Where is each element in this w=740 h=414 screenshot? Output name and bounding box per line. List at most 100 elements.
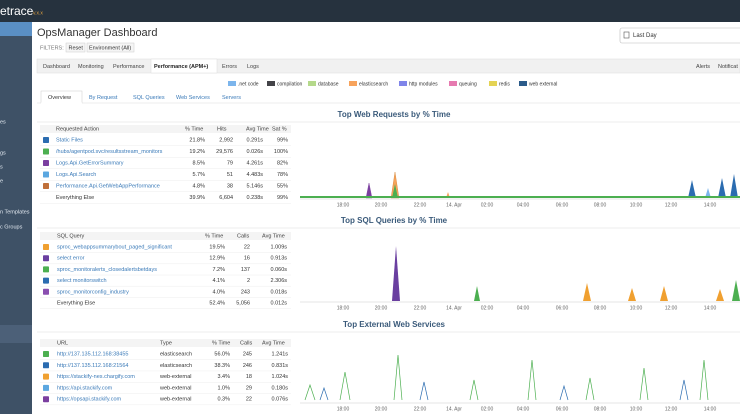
row-name[interactable]: Performance.Api.GetWebAppPerformance bbox=[56, 183, 160, 189]
sidebar-item[interactable]: es bbox=[0, 119, 6, 125]
subtab[interactable]: Web Services bbox=[176, 95, 210, 101]
legend-swatch bbox=[399, 81, 407, 86]
subtab[interactable]: Overview bbox=[48, 95, 71, 101]
row-name[interactable]: select error bbox=[57, 256, 85, 262]
x-axis-label: 02:00 bbox=[481, 202, 494, 208]
row-name[interactable]: http://137.135.112.168:21564 bbox=[57, 363, 128, 369]
row-name[interactable]: sproc_webappsummarybout_paged_significan… bbox=[57, 244, 172, 250]
sidebar-item[interactable]: n Templates bbox=[0, 209, 30, 215]
column-header: % Time bbox=[185, 126, 203, 132]
tab[interactable]: Notificat bbox=[718, 64, 738, 70]
row-name[interactable]: Logs.Api.GetErrorSummary bbox=[56, 160, 124, 166]
row-name[interactable]: /hubs/agentpod.svc/resultsstream_monitor… bbox=[56, 149, 163, 155]
row-checkbox[interactable] bbox=[43, 351, 49, 357]
row-cell: 22 bbox=[244, 244, 250, 250]
row-cell: 21.8% bbox=[189, 137, 205, 143]
row-name[interactable]: sproc_monitoralerts_closedalertsbetdays bbox=[57, 267, 157, 273]
spike-lines bbox=[304, 354, 709, 401]
sidebar-item[interactable]: s bbox=[0, 164, 3, 170]
x-axis-label: 20:00 bbox=[375, 305, 388, 311]
subtab[interactable]: Servers bbox=[222, 95, 241, 101]
row-cell: 4.0% bbox=[212, 289, 225, 295]
tab[interactable]: Logs bbox=[247, 64, 259, 70]
row-cell: 56.0% bbox=[214, 351, 230, 357]
tab[interactable]: Dashboard bbox=[43, 64, 70, 70]
row-checkbox[interactable] bbox=[43, 244, 49, 250]
row-checkbox[interactable] bbox=[43, 362, 49, 369]
row-cell: 0.238s bbox=[246, 195, 263, 201]
x-axis-label: 04:00 bbox=[517, 406, 530, 412]
row-name[interactable]: https://api.stackify.com bbox=[57, 385, 113, 391]
sidebar-item[interactable]: c Groups bbox=[0, 224, 23, 230]
spike bbox=[583, 283, 591, 301]
row-checkbox[interactable] bbox=[43, 396, 49, 403]
row-name[interactable]: sproc_monitorconfig_industry bbox=[57, 289, 129, 295]
x-axis-label: 14:00 bbox=[704, 202, 717, 208]
tab[interactable]: Monitoring bbox=[78, 64, 104, 70]
active-tab[interactable] bbox=[150, 58, 218, 74]
x-axis-label: 02:00 bbox=[481, 305, 494, 311]
table-header-bg bbox=[40, 339, 291, 347]
sidebar-item[interactable] bbox=[0, 325, 32, 343]
row-cell: 0.060s bbox=[270, 267, 287, 273]
date-picker[interactable] bbox=[619, 27, 740, 44]
row-checkbox[interactable] bbox=[43, 183, 49, 189]
row-name[interactable]: Logs.Api.Search bbox=[56, 172, 96, 178]
environment-filter[interactable] bbox=[86, 42, 135, 53]
sidebar-item[interactable]: gs bbox=[0, 150, 6, 156]
row-cell: 39.9% bbox=[189, 195, 205, 201]
row-cell: 29 bbox=[246, 385, 252, 391]
row-checkbox[interactable] bbox=[43, 137, 49, 143]
x-axis-label: 14. Apr bbox=[446, 406, 462, 412]
x-axis-label: 08:00 bbox=[594, 406, 607, 412]
row-cell: 4.261s bbox=[246, 160, 263, 166]
row-cell: elasticsearch bbox=[160, 351, 192, 357]
tab[interactable]: Errors bbox=[222, 64, 237, 70]
sidebar-item[interactable]: e bbox=[0, 178, 3, 184]
row-checkbox[interactable] bbox=[43, 148, 49, 155]
row-name[interactable]: select monitorswitch bbox=[57, 278, 107, 284]
row-checkbox[interactable] bbox=[43, 277, 49, 284]
row-cell: 1.0% bbox=[217, 385, 230, 391]
date-range: Last Day bbox=[633, 33, 657, 39]
spike bbox=[716, 289, 724, 301]
spike bbox=[660, 286, 668, 301]
row-cell: 7.2% bbox=[212, 267, 225, 273]
tab[interactable]: Performance bbox=[113, 64, 145, 70]
legend-label: database bbox=[318, 81, 339, 87]
x-axis-label: 12:00 bbox=[665, 202, 678, 208]
row-checkbox[interactable] bbox=[43, 373, 49, 380]
row-name[interactable]: https://opsapi.stackify.com bbox=[57, 397, 122, 403]
row-cell: 19.2% bbox=[189, 149, 205, 155]
x-axis-label: 12:00 bbox=[665, 406, 678, 412]
row-cell: 19.5% bbox=[209, 244, 225, 250]
subtab[interactable]: By Request bbox=[89, 95, 118, 101]
row-checkbox[interactable] bbox=[43, 160, 49, 166]
row-checkbox[interactable] bbox=[43, 255, 49, 262]
tab[interactable]: Performance (APM+) bbox=[154, 64, 208, 70]
row-checkbox[interactable] bbox=[43, 171, 49, 178]
filters-label: FILTERS: bbox=[40, 45, 64, 51]
row-checkbox[interactable] bbox=[43, 266, 49, 273]
legend-swatch bbox=[449, 81, 457, 86]
column-header: Avg Time bbox=[262, 233, 285, 239]
chart-spikes bbox=[300, 171, 740, 401]
legend-label: compilation bbox=[277, 81, 303, 87]
spike bbox=[688, 180, 696, 198]
legend-label: queuing bbox=[459, 81, 477, 87]
row-name[interactable]: Static Files bbox=[56, 137, 83, 143]
sidebar bbox=[0, 22, 32, 414]
reset-button[interactable] bbox=[65, 42, 86, 53]
x-axis-label: 06:00 bbox=[556, 406, 569, 412]
row-name[interactable]: http://137.135.112.168:38455 bbox=[57, 351, 128, 357]
tab[interactable]: Alerts bbox=[696, 64, 710, 70]
row-checkbox[interactable] bbox=[43, 384, 49, 391]
sidebar-active[interactable] bbox=[0, 22, 32, 36]
row-name[interactable]: https://stackify-nes.chargify.com bbox=[57, 374, 135, 380]
row-cell: 78% bbox=[277, 172, 288, 178]
column-header: Calls bbox=[240, 340, 252, 346]
subtab[interactable]: SQL Queries bbox=[133, 95, 165, 101]
row-checkbox[interactable] bbox=[43, 288, 49, 295]
column-header: SQL Query bbox=[57, 233, 85, 239]
baseline-area bbox=[300, 196, 740, 198]
